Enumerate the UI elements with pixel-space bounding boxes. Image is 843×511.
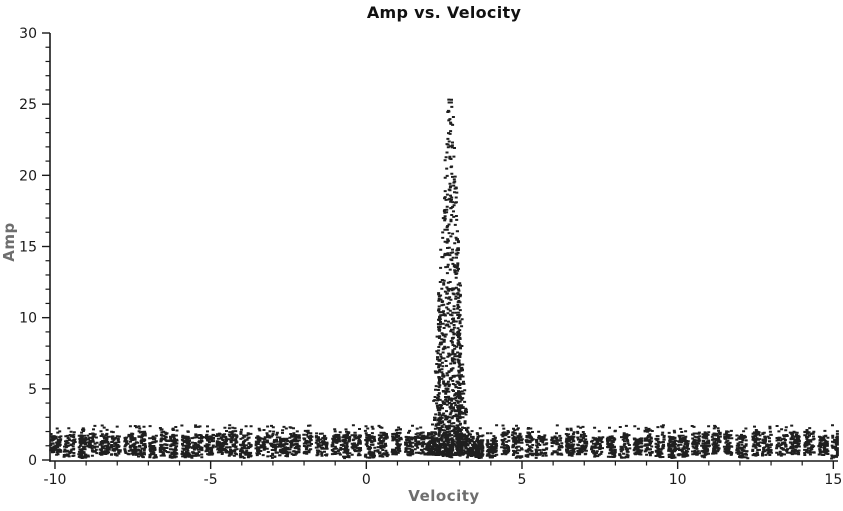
axis-tick-labels: -10 -5 0 5 10 15 0 5 10 15 20 25 30	[19, 26, 842, 488]
y-tick-label: 20	[19, 168, 37, 184]
x-tick-label: 10	[669, 472, 687, 488]
x-axis-label: Velocity	[408, 487, 480, 505]
y-tick-label: 5	[28, 382, 37, 398]
y-tick-label: 15	[19, 240, 37, 256]
x-tick-label: 15	[824, 472, 842, 488]
y-tick-label: 10	[19, 311, 37, 327]
axes	[49, 33, 838, 462]
y-tick-label: 25	[19, 97, 37, 113]
y-tick-label: 0	[28, 453, 37, 469]
scatter-points	[49, 98, 839, 460]
x-tick-label: -10	[44, 472, 67, 488]
chart-title: Amp vs. Velocity	[366, 3, 522, 22]
x-tick-label: 0	[362, 472, 371, 488]
y-tick-label: 30	[19, 26, 37, 42]
x-tick-label: -5	[204, 472, 218, 488]
axis-ticks	[42, 32, 835, 469]
x-tick-label: 5	[518, 472, 527, 488]
